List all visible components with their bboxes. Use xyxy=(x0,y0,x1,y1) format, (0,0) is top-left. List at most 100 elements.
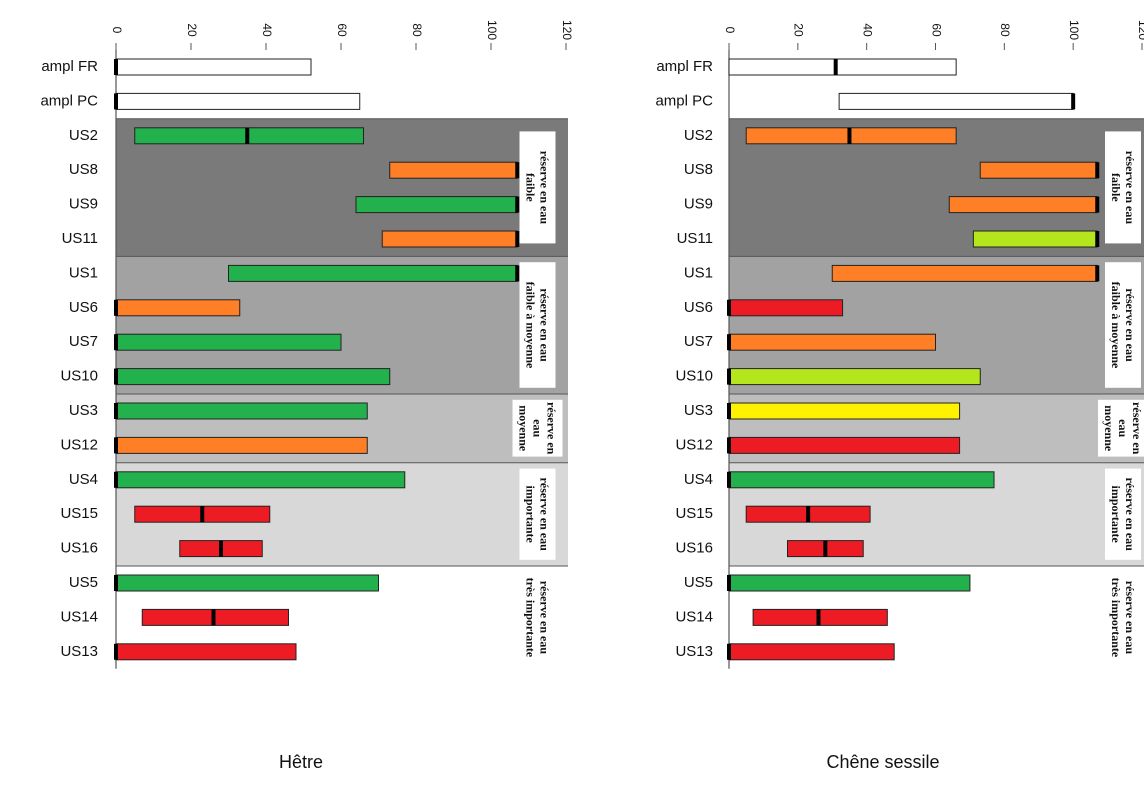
bar-marker-US12 xyxy=(727,437,731,454)
bar-marker-US1 xyxy=(1095,265,1100,282)
category-label: US11 xyxy=(62,230,98,247)
group-label-box xyxy=(519,131,556,244)
x-tick-label: 0 xyxy=(110,27,124,34)
bar-marker-US15 xyxy=(200,506,205,523)
category-label: US9 xyxy=(684,196,713,213)
group-label-line: faible xyxy=(524,173,538,202)
group-label-line: importante xyxy=(524,486,538,544)
x-tick-label: 100 xyxy=(485,20,499,40)
bar-marker-US13 xyxy=(727,643,731,660)
bar-US1 xyxy=(228,264,518,282)
bar-US7 xyxy=(728,333,936,351)
category-label: ampl PC xyxy=(655,92,713,109)
category-label: US10 xyxy=(675,368,713,385)
bar-marker-US7 xyxy=(114,334,118,351)
bar-marker-US3 xyxy=(727,403,731,419)
bar-marker-ampl FR xyxy=(833,59,838,75)
bar-marker-US5 xyxy=(114,575,118,591)
bar-marker-US16 xyxy=(823,540,828,557)
bar-US12 xyxy=(728,436,961,454)
category-label: US6 xyxy=(69,299,98,316)
group-label-line: moyenne xyxy=(1102,405,1116,452)
bar-marker-US4 xyxy=(114,471,118,488)
category-label: US14 xyxy=(60,608,98,625)
bar-marker-US3 xyxy=(114,403,118,419)
bar-marker-US15 xyxy=(806,506,811,523)
chart-panel-1: 0 20 40 60 80 100 120 ampl FR ampl PC US2 US8 US9 US… xyxy=(40,20,573,772)
bar-marker-US1 xyxy=(515,265,520,282)
group-label-line: faible à moyenne xyxy=(524,282,538,369)
group-label-line: faible xyxy=(1109,173,1123,202)
bar-marker-US8 xyxy=(515,162,520,179)
bar-marker-ampl FR xyxy=(114,59,118,75)
category-label: US9 xyxy=(69,196,98,213)
group-label-line: réserve en eau xyxy=(538,478,552,552)
bar-marker-US7 xyxy=(727,334,731,351)
bar-marker-US6 xyxy=(114,299,118,316)
category-label: US3 xyxy=(684,402,713,419)
bar-marker-ampl PC xyxy=(1071,93,1076,110)
bar-marker-US8 xyxy=(1095,162,1100,179)
category-label: US13 xyxy=(60,643,98,660)
bar-US5 xyxy=(115,574,379,592)
x-tick-label: 40 xyxy=(860,23,874,37)
bar-US6 xyxy=(115,299,241,317)
group-label-line: très importante xyxy=(1109,578,1123,658)
group-label: réserve en eauimportante xyxy=(1109,478,1137,552)
group-label: réserve eneaumoyenne xyxy=(1102,402,1144,455)
category-label: US16 xyxy=(675,540,713,557)
group-label-line: réserve en eau xyxy=(1123,288,1137,362)
category-label: US6 xyxy=(684,299,713,316)
bar-US9 xyxy=(948,196,1098,214)
bar-marker-US10 xyxy=(727,368,731,385)
bar-US11 xyxy=(972,230,1098,248)
bar-marker-US11 xyxy=(1095,231,1100,247)
group-label-box xyxy=(1105,262,1141,388)
category-label: US2 xyxy=(684,127,713,144)
x-tick-label: 100 xyxy=(1067,20,1081,40)
group-label: réserve en eaufaible à moyenne xyxy=(1109,282,1137,369)
bar-marker-US6 xyxy=(727,299,731,316)
bar-marker-US12 xyxy=(114,437,118,454)
x-tick-label: 80 xyxy=(410,23,424,37)
group-label-line: moyenne xyxy=(517,405,531,452)
group-label: réserve en eauimportante xyxy=(524,478,552,552)
chart-panel-2: 0 20 40 60 80 100 120 ampl FR ampl PC US2 US8 US9 US… xyxy=(655,20,1144,772)
group-label-line: réserve en eau xyxy=(538,288,552,362)
group-label: réserve en eaufaible xyxy=(524,151,552,225)
bar-marker-US14 xyxy=(816,609,821,626)
group-label-line: réserve en eau xyxy=(1123,151,1137,225)
bar-marker-US9 xyxy=(1095,196,1100,213)
group-label: réserve en eautrès importante xyxy=(1109,578,1137,658)
group-label-box xyxy=(512,399,563,457)
bar-US10 xyxy=(728,368,981,386)
group-label-box xyxy=(1105,131,1141,244)
x-tick-label: 60 xyxy=(335,23,349,37)
bar-US13 xyxy=(115,643,297,661)
category-label: US1 xyxy=(684,264,713,281)
bar-US6 xyxy=(728,299,844,317)
x-tick-label: 0 xyxy=(723,27,737,34)
bar-US4 xyxy=(115,471,406,489)
bar-marker-US14 xyxy=(211,609,216,626)
x-tick-label: 40 xyxy=(260,23,274,37)
category-label: US3 xyxy=(69,402,98,419)
bar-US8 xyxy=(979,161,1098,179)
x-tick-label: 60 xyxy=(929,23,943,37)
bar-marker-US2 xyxy=(847,127,852,144)
category-label: US14 xyxy=(675,608,713,625)
category-label: US10 xyxy=(60,368,98,385)
bar-marker-US5 xyxy=(727,575,731,591)
category-label: US15 xyxy=(60,505,98,522)
category-label: US11 xyxy=(677,230,713,247)
bar-marker-US13 xyxy=(114,643,118,660)
bar-US3 xyxy=(728,402,961,420)
group-label: réserve eneaumoyenne xyxy=(517,402,559,455)
x-tick-label: 120 xyxy=(1136,20,1144,40)
category-label: US7 xyxy=(684,333,713,350)
group-label-line: importante xyxy=(1109,486,1123,544)
bar-marker-US10 xyxy=(114,368,118,385)
bar-ampl PC xyxy=(838,92,1074,110)
bar-US12 xyxy=(115,436,368,454)
category-label: US4 xyxy=(69,471,98,488)
